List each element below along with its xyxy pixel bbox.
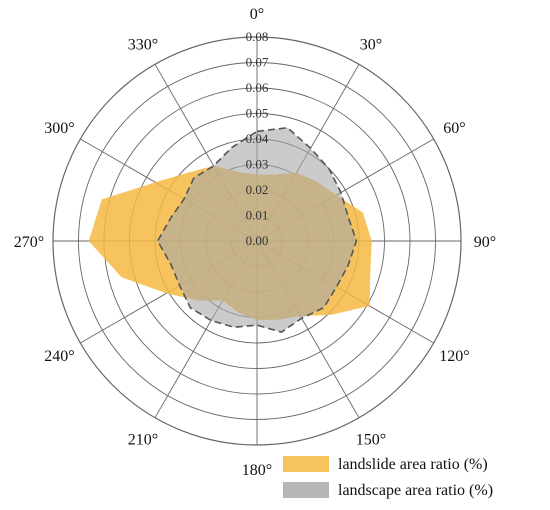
angle-label: 270°	[14, 234, 44, 251]
angle-label: 240°	[44, 348, 74, 365]
angle-label: 120°	[439, 348, 469, 365]
legend-label-landscape: landscape area ratio (%)	[338, 482, 493, 499]
angle-label: 210°	[128, 432, 158, 449]
angle-label: 330°	[128, 37, 158, 54]
radial-tick-label: 0.02	[246, 182, 269, 197]
radial-tick-label: 0.00	[246, 233, 269, 248]
legend: landslide area ratio (%) landscape area …	[283, 456, 493, 499]
angle-label: 150°	[356, 432, 386, 449]
legend-swatch-landscape	[283, 482, 329, 498]
legend-label-landslide: landslide area ratio (%)	[338, 456, 488, 473]
angle-label: 0°	[250, 6, 264, 23]
series-landscape-area	[156, 126, 358, 333]
angle-label: 180°	[242, 462, 272, 479]
legend-swatch-landslide	[283, 456, 329, 472]
radial-tick-label: 0.04	[246, 131, 269, 146]
radial-tick-label: 0.08	[246, 29, 269, 44]
radial-tick-label: 0.01	[246, 208, 269, 223]
series-area	[88, 126, 372, 333]
angle-label: 300°	[44, 120, 74, 137]
radial-tick-label: 0.05	[246, 106, 269, 121]
angle-label: 60°	[443, 120, 465, 137]
angle-labels: 0° 30° 60° 90° 120° 150° 180° 210° 240° 270° 300° 3…	[14, 6, 496, 479]
radial-tick-label: 0.06	[246, 80, 269, 95]
angle-label: 90°	[474, 234, 496, 251]
radial-tick-label: 0.07	[246, 55, 269, 70]
angle-label: 30°	[360, 37, 382, 54]
radial-tick-label: 0.03	[246, 157, 269, 172]
radial-tick-labels: 0.00 0.01 0.02 0.03 0.04 0.05 0.06 0.07 0.08	[246, 29, 269, 248]
